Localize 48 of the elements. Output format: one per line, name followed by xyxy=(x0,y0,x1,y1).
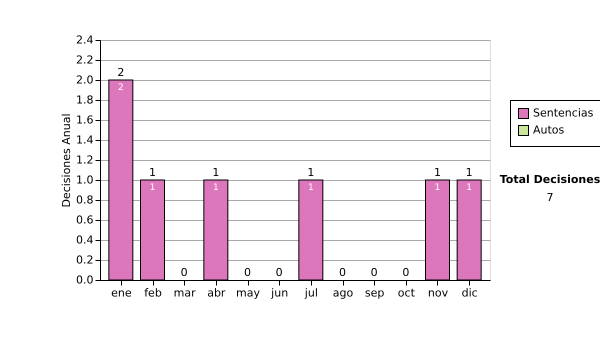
total-label: 1 xyxy=(149,166,156,179)
total-label: 0 xyxy=(180,266,188,279)
x-tick-label: abr xyxy=(207,286,226,300)
data-label: 1 xyxy=(150,183,156,193)
y-tick-label: 0.6 xyxy=(76,214,94,226)
x-tick-label: ene xyxy=(111,286,132,300)
data-label: 1 xyxy=(466,183,472,193)
total-label: 0 xyxy=(339,266,346,279)
y-tick-label: 1.4 xyxy=(76,134,94,146)
total-label: 0 xyxy=(370,266,378,279)
legend-label: Autos xyxy=(533,124,565,136)
x-tick-label: oct xyxy=(398,286,416,300)
total-label: 1 xyxy=(466,166,473,179)
y-tick-label: 1.8 xyxy=(76,94,94,106)
text: Total Decisiones xyxy=(500,173,600,186)
x-tick-label: jun xyxy=(270,286,288,300)
x-tick-label: dic xyxy=(462,286,478,300)
y-tick-label: 0.8 xyxy=(76,194,94,206)
total-label: 0 xyxy=(276,266,283,279)
y-tick-label: 0.2 xyxy=(76,254,94,266)
x-tick-label: ago xyxy=(332,286,354,300)
y-tick-label: 1.6 xyxy=(76,114,94,126)
text: 7 xyxy=(546,191,554,204)
total-label: 1 xyxy=(212,166,220,179)
y-tick-label: 2.4 xyxy=(76,34,94,46)
x-tick-label: feb xyxy=(144,286,162,300)
total-label: 0 xyxy=(402,266,410,279)
data-label: 1 xyxy=(212,183,219,193)
y-tick-label: 0.4 xyxy=(76,234,94,246)
data-label: 1 xyxy=(434,183,440,193)
total-label: 0 xyxy=(244,266,251,279)
x-tick-label: mar xyxy=(174,286,196,300)
x-tick-label: jul xyxy=(304,286,318,300)
x-tick-label: may xyxy=(236,286,260,300)
total-label: 1 xyxy=(434,166,441,179)
data-label: 2 xyxy=(118,83,124,93)
y-tick-label: 2.2 xyxy=(76,54,94,66)
y-tick-label: 2.0 xyxy=(76,74,94,86)
legend-label: Sentencias xyxy=(533,106,594,120)
y-tick-label: 0.0 xyxy=(76,274,94,286)
data-label: 1 xyxy=(308,183,314,193)
x-tick-label: sep xyxy=(364,286,384,300)
total-label: 1 xyxy=(307,166,314,179)
total-label: 2 xyxy=(117,66,124,79)
y-axis-title: Decisiones Anual xyxy=(60,113,74,208)
x-tick-label: nov xyxy=(428,286,449,300)
y-tick-label: 1.2 xyxy=(76,154,94,166)
y-tick-label: 1.0 xyxy=(76,174,94,186)
